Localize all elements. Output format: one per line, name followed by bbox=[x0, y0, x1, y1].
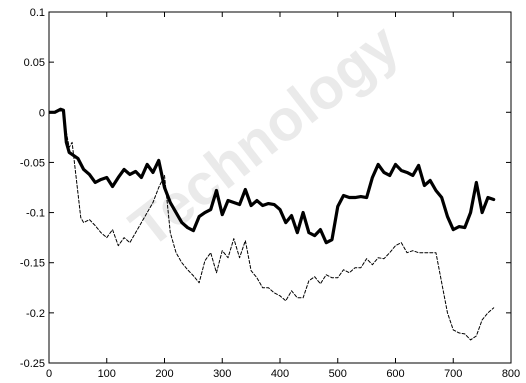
x-tick-label: 200 bbox=[155, 368, 173, 380]
x-tick-label: 0 bbox=[46, 368, 52, 380]
y-tick-label: 0.1 bbox=[30, 7, 45, 19]
y-tick-label: -0.05 bbox=[20, 157, 45, 169]
series-line-dashed bbox=[49, 109, 495, 341]
x-tick-label: 800 bbox=[502, 368, 520, 380]
y-tick-label: -0.2 bbox=[26, 308, 45, 320]
series-line-solid bbox=[49, 107, 496, 245]
x-tick-label: 500 bbox=[329, 368, 347, 380]
y-tick-label: -0.1 bbox=[26, 208, 45, 220]
axes-layer: 0 100 200 300 400 500 600 700 800 -0.25 -0.2 -0.15 -… bbox=[20, 7, 520, 380]
y-tick-label: -0.25 bbox=[20, 358, 45, 370]
y-tick-label: 0.05 bbox=[24, 57, 45, 69]
x-tick-label: 600 bbox=[386, 368, 404, 380]
y-tick-label: -0.15 bbox=[20, 258, 45, 270]
y-tick-label: 0 bbox=[39, 107, 45, 119]
x-tick-label: 700 bbox=[444, 368, 462, 380]
x-tick-label: 100 bbox=[98, 368, 116, 380]
x-tick-label: 300 bbox=[213, 368, 231, 380]
x-tick-label: 400 bbox=[271, 368, 289, 380]
series-layer bbox=[49, 107, 496, 341]
